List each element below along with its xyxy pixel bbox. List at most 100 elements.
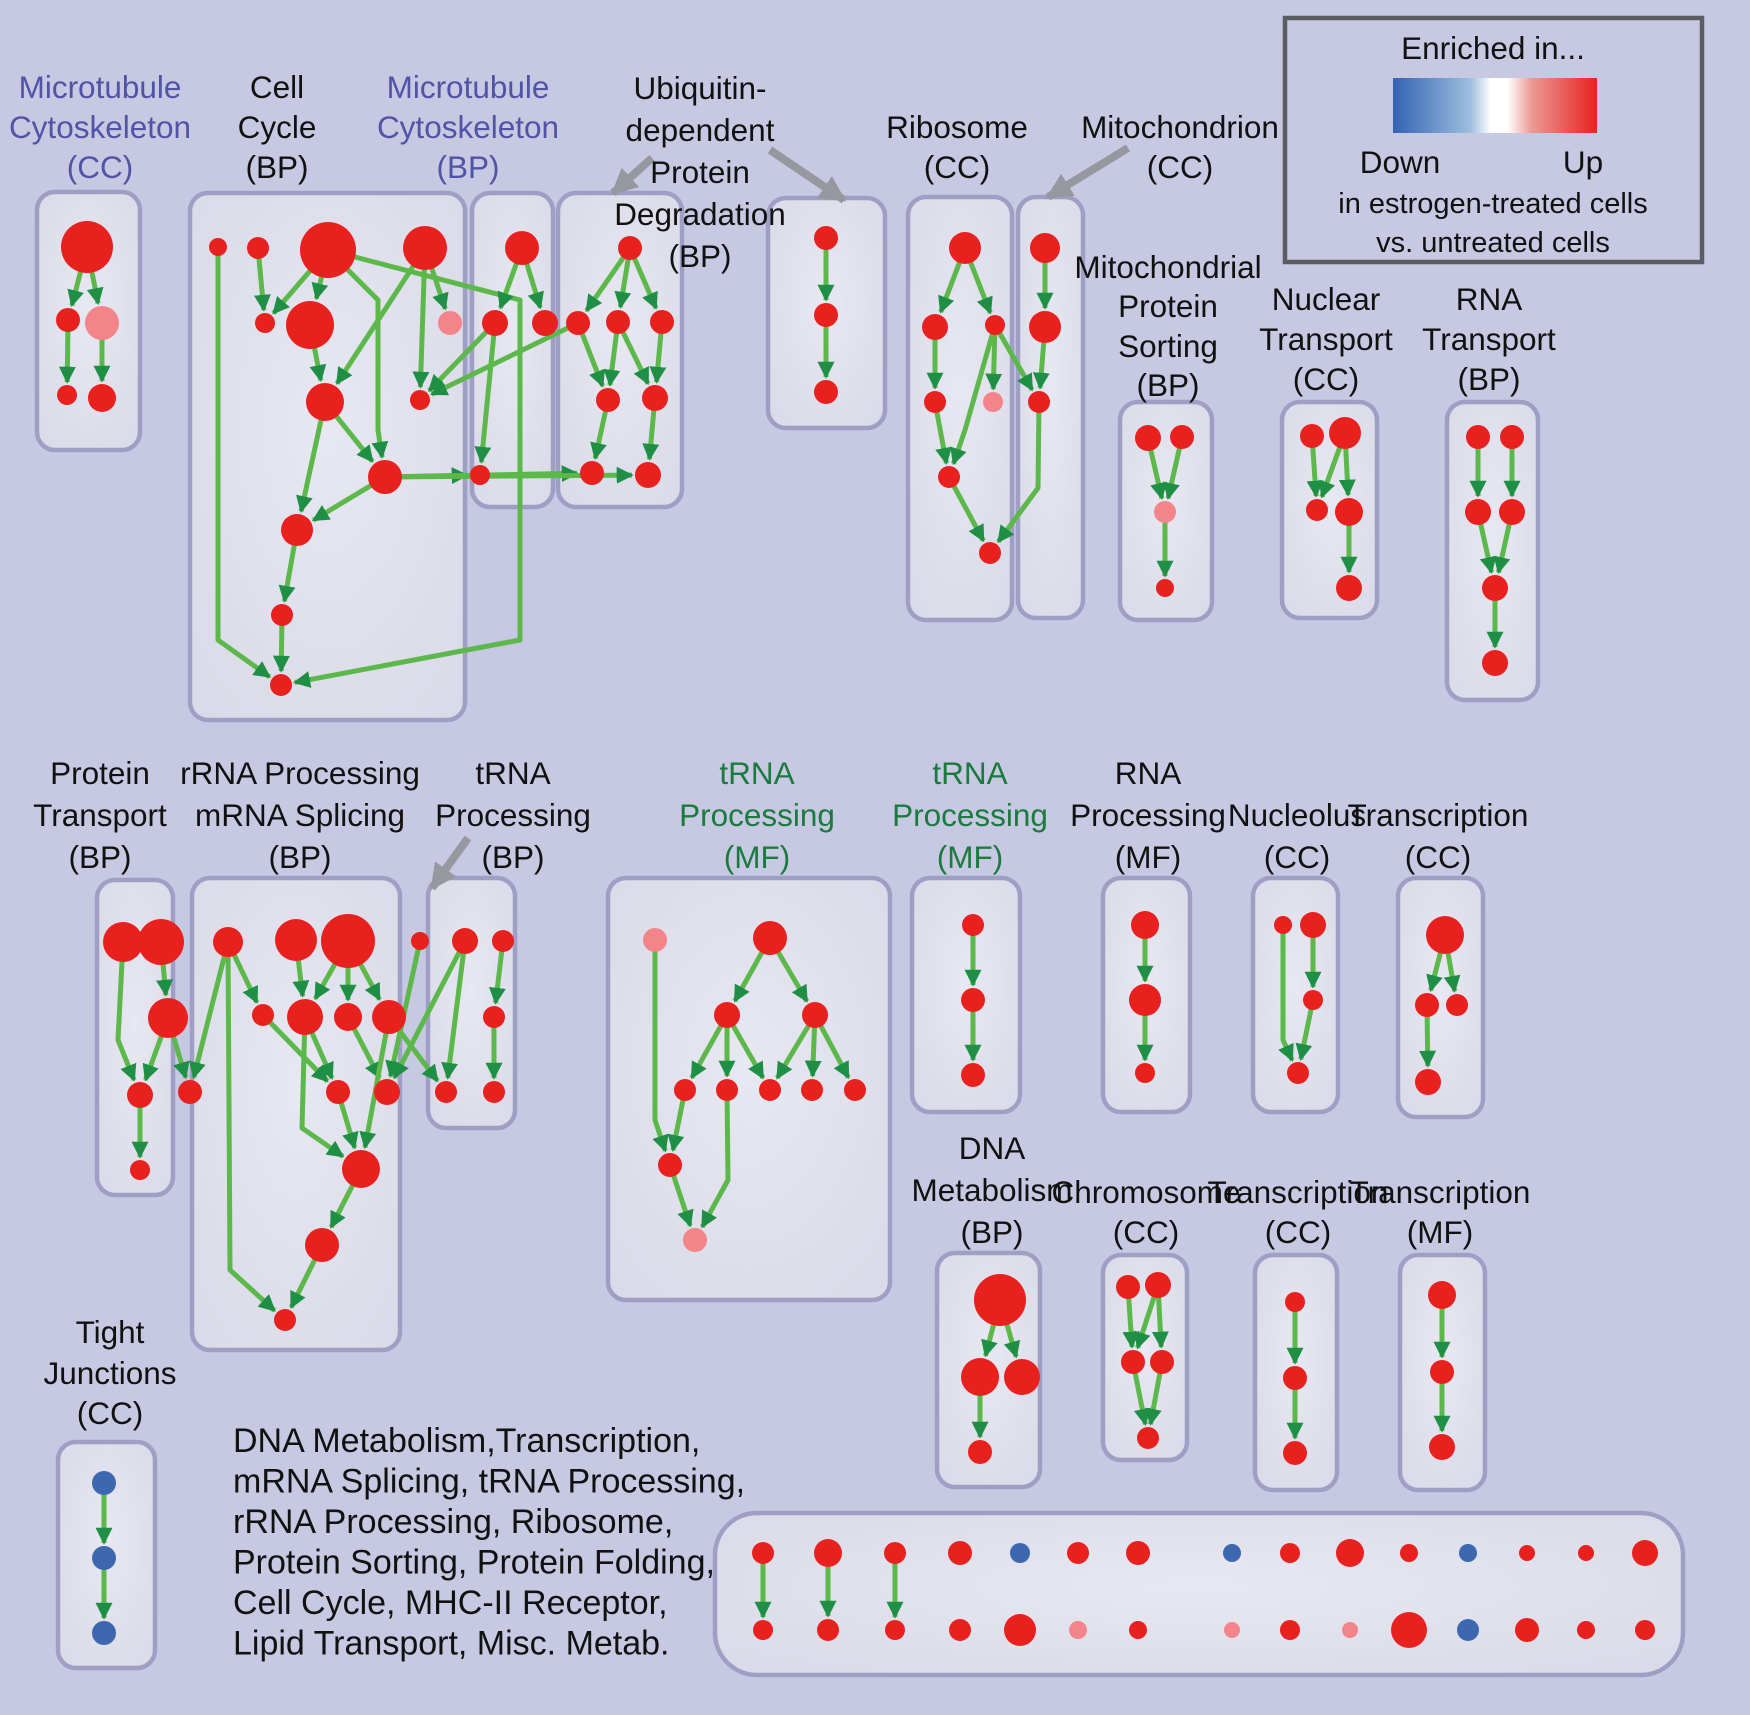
node-trna-processing-mf-2-0	[962, 914, 984, 936]
node-ubiquitin-degradation-bp-2-2	[814, 380, 838, 404]
label-tight-junctions-cc-line-0: Tight	[76, 1314, 145, 1350]
node-summary-bottom-10	[1391, 1612, 1427, 1648]
legend-box	[1282, 15, 1705, 265]
label-trna-processing-bp-line-1: Processing	[435, 797, 591, 833]
node-trna-processing-bp-0	[452, 928, 478, 954]
label-rna-processing-mf-line-0: RNA	[1115, 755, 1182, 791]
label-transcription-cc-2-line-1: (CC)	[1265, 1214, 1331, 1250]
label-transcription-cc-1-line-1: (CC)	[1405, 839, 1471, 875]
label-dna-metabolism-bp-line-1: Metabolism	[911, 1172, 1072, 1208]
label-ribosome-cc-line-1: (CC)	[924, 149, 990, 185]
node-cell-cycle-bp-11	[271, 604, 293, 626]
node-transcription-mf-0	[1428, 1281, 1456, 1309]
node-nucleolus-cc-1	[1300, 912, 1326, 938]
label-mitochondrial-protein-sorting-bp-line-3: (BP)	[1137, 367, 1200, 403]
node-summary-bottom-4	[1004, 1614, 1036, 1646]
label-dna-metabolism-bp-line-2: (BP)	[961, 1214, 1024, 1250]
node-microtubule-cytoskeleton-cc-1	[56, 308, 80, 332]
node-cell-cycle-bp-3	[403, 226, 447, 270]
label-mitochondrion-cc-line-1: (CC)	[1147, 149, 1213, 185]
label-mitochondrial-protein-sorting-bp-line-1: Protein	[1118, 288, 1218, 324]
node-dna-metabolism-bp-2	[1004, 1359, 1040, 1395]
node-mitochondrion-cc-1	[1029, 311, 1061, 343]
node-summary-bottom-1	[817, 1619, 839, 1641]
node-rrna-processing-mrna-splicing-bp-5	[287, 999, 323, 1035]
node-rna-transport-bp-3	[1499, 499, 1525, 525]
label-rna-transport-bp-line-0: RNA	[1456, 281, 1523, 317]
node-trna-processing-mf-1-7	[801, 1079, 823, 1101]
edge-nucleolus-cc	[1278, 925, 1295, 1062]
node-summary-top-8	[1280, 1543, 1300, 1563]
node-microtubule-cytoskeleton-cc-3	[57, 385, 77, 405]
node-transcription-cc-2-1	[1283, 1366, 1307, 1390]
node-rna-processing-mf-1	[1129, 984, 1161, 1016]
node-summary-bottom-12	[1515, 1618, 1539, 1642]
node-rrna-processing-mrna-splicing-bp-6	[334, 1003, 362, 1031]
node-ubiquitin-degradation-bp-1	[566, 311, 590, 335]
node-trna-processing-mf-1-6	[759, 1079, 781, 1101]
label-rna-transport-bp-line-2: (BP)	[1458, 361, 1521, 397]
node-mitochondrial-protein-sorting-bp-3	[1156, 579, 1174, 597]
box-ubiquitin-degradation-bp	[555, 190, 685, 510]
node-summary-bottom-11	[1457, 1619, 1479, 1641]
node-ubiquitin-degradation-bp-5	[642, 385, 668, 411]
label-nuclear-transport-cc-line-2: (CC)	[1293, 361, 1359, 397]
edge-ribosome-cc	[950, 324, 998, 466]
node-summary-bottom-9	[1342, 1622, 1358, 1638]
edge-cell-cycle-bp	[334, 246, 428, 385]
node-microtubule-cytoskeleton-bp-1	[482, 310, 508, 336]
trna-bp-pointer-arrow-icon	[428, 835, 472, 891]
mitochondrion-pointer-arrow-icon	[1045, 144, 1131, 201]
node-trna-processing-mf-1-1	[753, 921, 787, 955]
label-transcription-mf-line-1: (MF)	[1407, 1214, 1473, 1250]
node-summary-top-0	[752, 1542, 774, 1564]
node-summary-bottom-6	[1129, 1621, 1147, 1639]
node-ribosome-cc-6	[979, 542, 1001, 564]
node-trna-processing-mf-1-2	[714, 1002, 740, 1028]
node-ribosome-cc-4	[983, 392, 1003, 412]
node-rna-processing-mf-2	[1135, 1063, 1155, 1083]
node-rna-transport-bp-5	[1482, 650, 1508, 676]
ubiquitin-left-pointer-arrow-icon	[610, 155, 655, 196]
node-cell-cycle-bp-1	[247, 237, 269, 259]
node-rrna-processing-mrna-splicing-bp-8	[326, 1080, 350, 1104]
node-ubiquitin-degradation-bp-7	[635, 462, 661, 488]
label-ubiquitin-dependent-protein-degradation-bp-line-1: dependent	[626, 112, 775, 148]
label-microtubule-cytoskeleton-bp-line-0: Microtubule	[387, 69, 550, 105]
label-ubiquitin-dependent-protein-degradation-bp-line-2: Protein	[650, 154, 750, 190]
node-summary-top-2	[884, 1542, 906, 1564]
node-trna-processing-bp-2	[483, 1006, 505, 1028]
label-microtubule-cytoskeleton-bp-line-1: Cytoskeleton	[377, 109, 559, 145]
node-ubiquitin-degradation-bp-2-0	[814, 226, 838, 250]
label-chromosome-cc-line-0: Chromosome	[1051, 1174, 1240, 1210]
node-chromosome-cc-2	[1121, 1350, 1145, 1374]
node-trna-processing-mf-1-0	[643, 928, 667, 952]
label-nuclear-transport-cc-line-1: Transport	[1259, 321, 1393, 357]
label-cell-cycle-bp-line-1: Cycle	[238, 109, 317, 145]
node-summary-bottom-2	[885, 1620, 905, 1640]
node-chromosome-cc-4	[1137, 1427, 1159, 1449]
label-cell-cycle-bp-line-0: Cell	[250, 69, 304, 105]
node-microtubule-cytoskeleton-cc-2	[85, 306, 119, 340]
node-summary-bottom-14	[1635, 1620, 1655, 1640]
node-rrna-processing-mrna-splicing-bp-3	[411, 932, 429, 950]
node-transcription-mf-1	[1430, 1360, 1454, 1384]
node-tight-junctions-cc-2	[92, 1621, 116, 1645]
label-rna-processing-mf-line-1: Processing	[1070, 797, 1226, 833]
cross-edge-trna-to-rrna	[392, 939, 468, 1080]
edge-trna-processing-bp	[441, 940, 468, 1080]
node-transcription-cc-1-1	[1415, 993, 1439, 1017]
label-chromosome-cc-line-1: (CC)	[1113, 1214, 1179, 1250]
node-trna-processing-mf-2-1	[961, 988, 985, 1012]
node-trna-processing-mf-1-9	[658, 1153, 682, 1177]
edge-rrna-processing-mrna-splicing-bp	[359, 1016, 392, 1150]
label-mitochondrial-protein-sorting-bp-line-2: Sorting	[1118, 328, 1218, 364]
footnote-line-3: Protein Sorting, Protein Folding,	[233, 1544, 715, 1582]
label-nucleolus-cc-line-0: Nucleolus	[1228, 797, 1366, 833]
node-rrna-processing-mrna-splicing-bp-1	[275, 919, 317, 961]
label-microtubule-cytoskeleton-cc-line-0: Microtubule	[19, 69, 182, 105]
node-rna-transport-bp-4	[1482, 575, 1508, 601]
label-cell-cycle-bp-line-2: (BP)	[246, 149, 309, 185]
node-protein-transport-bp-0	[103, 922, 143, 962]
